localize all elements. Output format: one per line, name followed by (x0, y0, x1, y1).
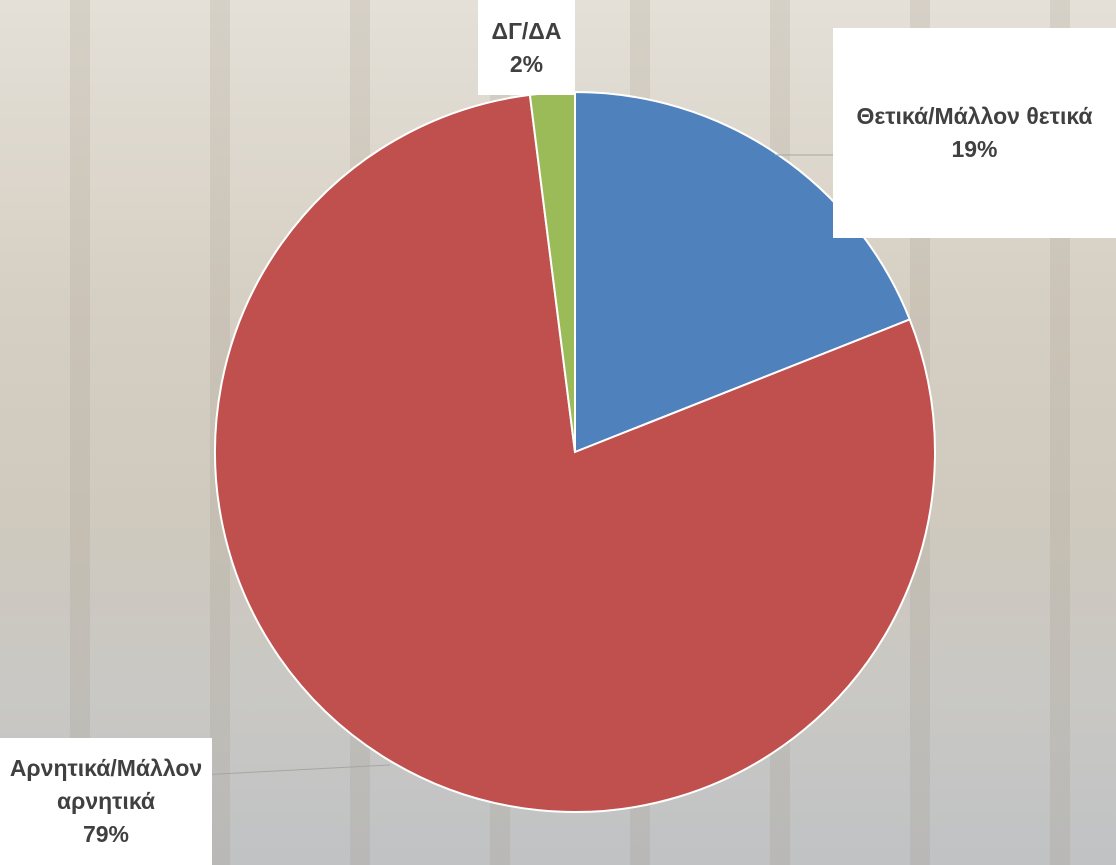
category-label: ΔΓ/ΔΑ (478, 15, 575, 48)
value-label: 2% (478, 48, 575, 81)
value-label: 79% (0, 818, 212, 851)
callout-line (200, 765, 390, 775)
category-label: Θετικά/Μάλλον θετικά (833, 100, 1116, 133)
value-label: 19% (833, 133, 1116, 166)
category-label: Αρνητικά/Μάλλον αρνητικά (0, 752, 212, 818)
chart: Θετικά/Μάλλον θετικά19% Αρνητικά/Μάλλον α… (0, 0, 1116, 865)
